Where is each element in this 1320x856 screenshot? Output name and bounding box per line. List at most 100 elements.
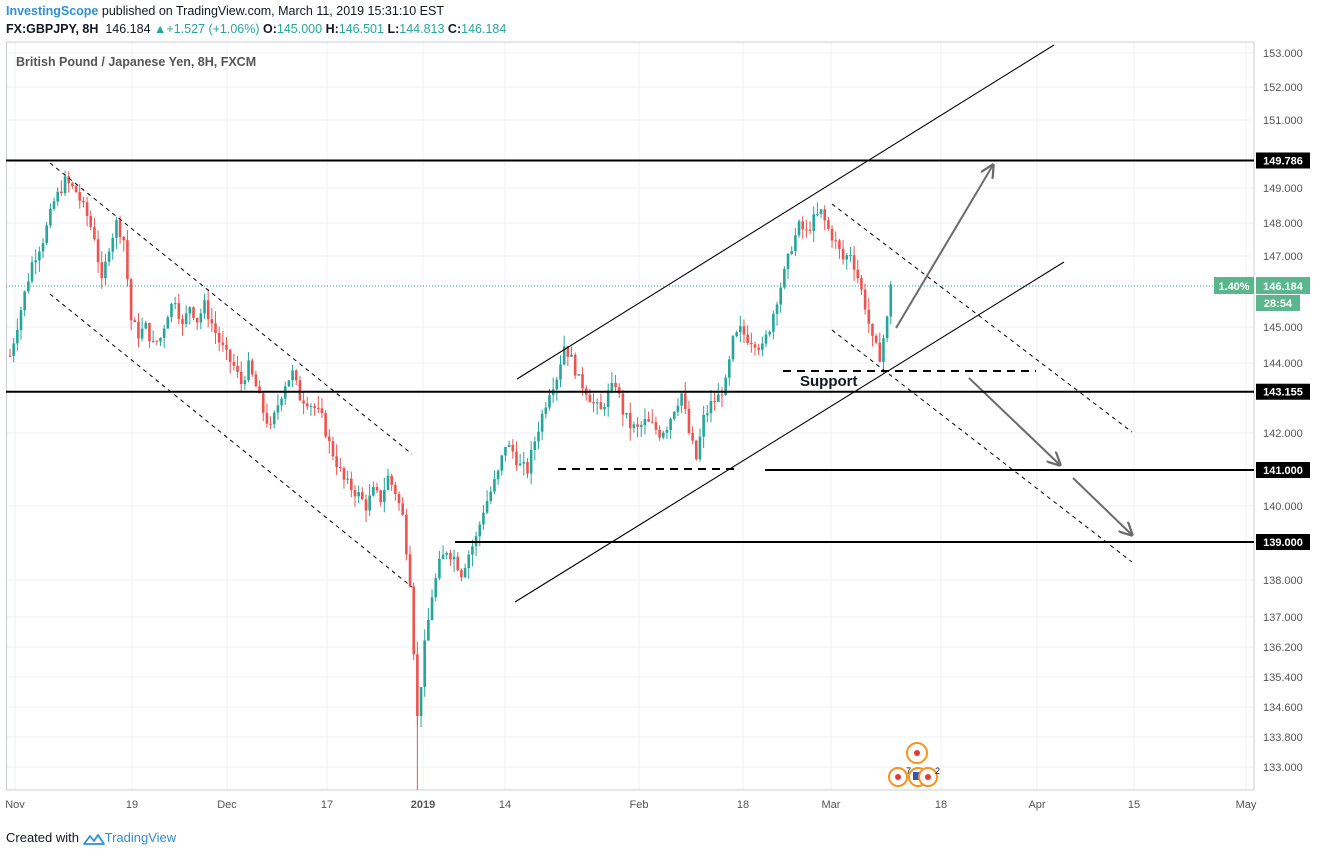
candle-body: [111, 237, 115, 252]
price-tick-label: 136.200: [1263, 642, 1303, 654]
candle-body: [753, 344, 757, 348]
candle-body: [588, 394, 592, 403]
price-tick-label: 148.000: [1263, 218, 1303, 230]
candle-body: [85, 202, 89, 217]
time-tick-label: 19: [126, 799, 138, 811]
candle-body: [827, 220, 830, 229]
price-tick-label: 137.000: [1263, 612, 1303, 624]
candle-body: [706, 413, 709, 415]
candle-body: [386, 475, 390, 490]
candle-body: [122, 236, 126, 241]
time-tick-label: Feb: [630, 799, 649, 811]
candle-body: [375, 487, 379, 491]
percent-tag-text: 1.40%: [1218, 281, 1249, 293]
percent-tag: [1214, 277, 1254, 294]
candle-body: [636, 424, 639, 427]
tradingview-brand[interactable]: TradingView: [104, 830, 177, 845]
price-tick-label: 135.400: [1263, 672, 1303, 684]
candle-body: [841, 248, 845, 260]
candle-body: [783, 268, 786, 288]
candle-body: [155, 340, 159, 342]
candle-body: [746, 334, 749, 343]
candle-body: [445, 552, 449, 555]
candle-body: [309, 406, 313, 408]
candle-body: [247, 360, 250, 381]
horizontal-levels: 149.786 143.155 141.000 139.000: [6, 152, 1310, 550]
candle-body: [834, 240, 838, 242]
candle-body: [720, 394, 724, 396]
candle-body: [573, 354, 577, 376]
candle-body: [217, 332, 221, 343]
candle-body: [173, 303, 177, 305]
candle-body: [287, 380, 291, 387]
publisher-name[interactable]: InvestingScope: [6, 4, 99, 18]
candle-body: [320, 408, 324, 413]
price-tick-label: 151.000: [1263, 115, 1303, 127]
candle-body: [683, 393, 687, 409]
symbol-label[interactable]: FX:GBPJPY, 8H: [6, 22, 99, 36]
candle-body: [742, 326, 746, 335]
new-down-channel-upper[interactable]: [831, 203, 1133, 433]
event-dot-icon: [925, 774, 931, 780]
candle-body: [456, 556, 460, 571]
candle-body: [335, 456, 338, 468]
candle-body: [599, 402, 603, 410]
candle-body: [504, 446, 507, 456]
ascending-channel-lower[interactable]: [514, 261, 1065, 603]
candle-body: [460, 570, 463, 578]
candle-body: [441, 554, 445, 559]
candle-body: [518, 463, 522, 466]
chart-title: British Pound / Japanese Yen, 8H, FXCM: [16, 55, 256, 69]
price-axis: 153.000 152.000 151.000 149.000 148.000 147.0…: [1263, 48, 1303, 774]
ascending-channel-upper[interactable]: [516, 44, 1055, 380]
candle-body: [195, 317, 199, 323]
last-price-tag: [1256, 277, 1310, 294]
candle-body: [537, 431, 540, 442]
published-text: published on TradingView.com, March 11, …: [98, 4, 444, 18]
candle-body: [739, 326, 742, 333]
price-tick-label: 147.000: [1263, 251, 1303, 263]
new-down-channel-lower[interactable]: [831, 329, 1133, 563]
candle-body: [52, 201, 56, 209]
price-tick-label: 153.000: [1263, 48, 1303, 60]
descending-channel-lower[interactable]: [49, 293, 413, 588]
candle-body: [603, 407, 606, 410]
candle-body: [133, 320, 137, 323]
drawings: Support: [49, 44, 1133, 603]
tradingview-logo-icon[interactable]: [82, 832, 105, 846]
candle-body: [225, 344, 228, 350]
candle-body: [779, 287, 782, 305]
arrow-up[interactable]: [895, 165, 993, 329]
candle-body: [812, 214, 816, 231]
candle-body: [423, 640, 427, 687]
descending-channel-upper[interactable]: [49, 162, 413, 455]
price-tick-label: 142.000: [1263, 428, 1303, 440]
event-badges[interactable]: 7 2: [888, 742, 940, 787]
candle-body: [129, 279, 133, 321]
candle-body: [305, 403, 309, 407]
candle-body: [750, 342, 753, 345]
candle-body: [34, 260, 37, 263]
candle-body: [805, 229, 808, 231]
candle-body: [162, 328, 166, 338]
candle-body: [889, 284, 893, 317]
candle-body: [96, 239, 100, 263]
candle-body: [485, 501, 489, 513]
candle-body: [797, 221, 801, 236]
arrow-down-2[interactable]: [1072, 477, 1132, 535]
candle-body: [78, 192, 82, 201]
candle-body: [511, 444, 515, 452]
candle-body: [522, 462, 526, 464]
candle-body: [621, 393, 625, 415]
publish-info: InvestingScope published on TradingView.…: [6, 4, 444, 18]
candle-body: [12, 343, 15, 356]
candle-body: [772, 313, 775, 332]
candle-body: [184, 313, 188, 324]
candle-body: [878, 342, 882, 362]
candle-body: [434, 578, 438, 598]
candle-body: [852, 255, 856, 270]
time-tick-label: 14: [499, 799, 511, 811]
candle-body: [232, 361, 236, 366]
candle-body: [761, 343, 764, 350]
